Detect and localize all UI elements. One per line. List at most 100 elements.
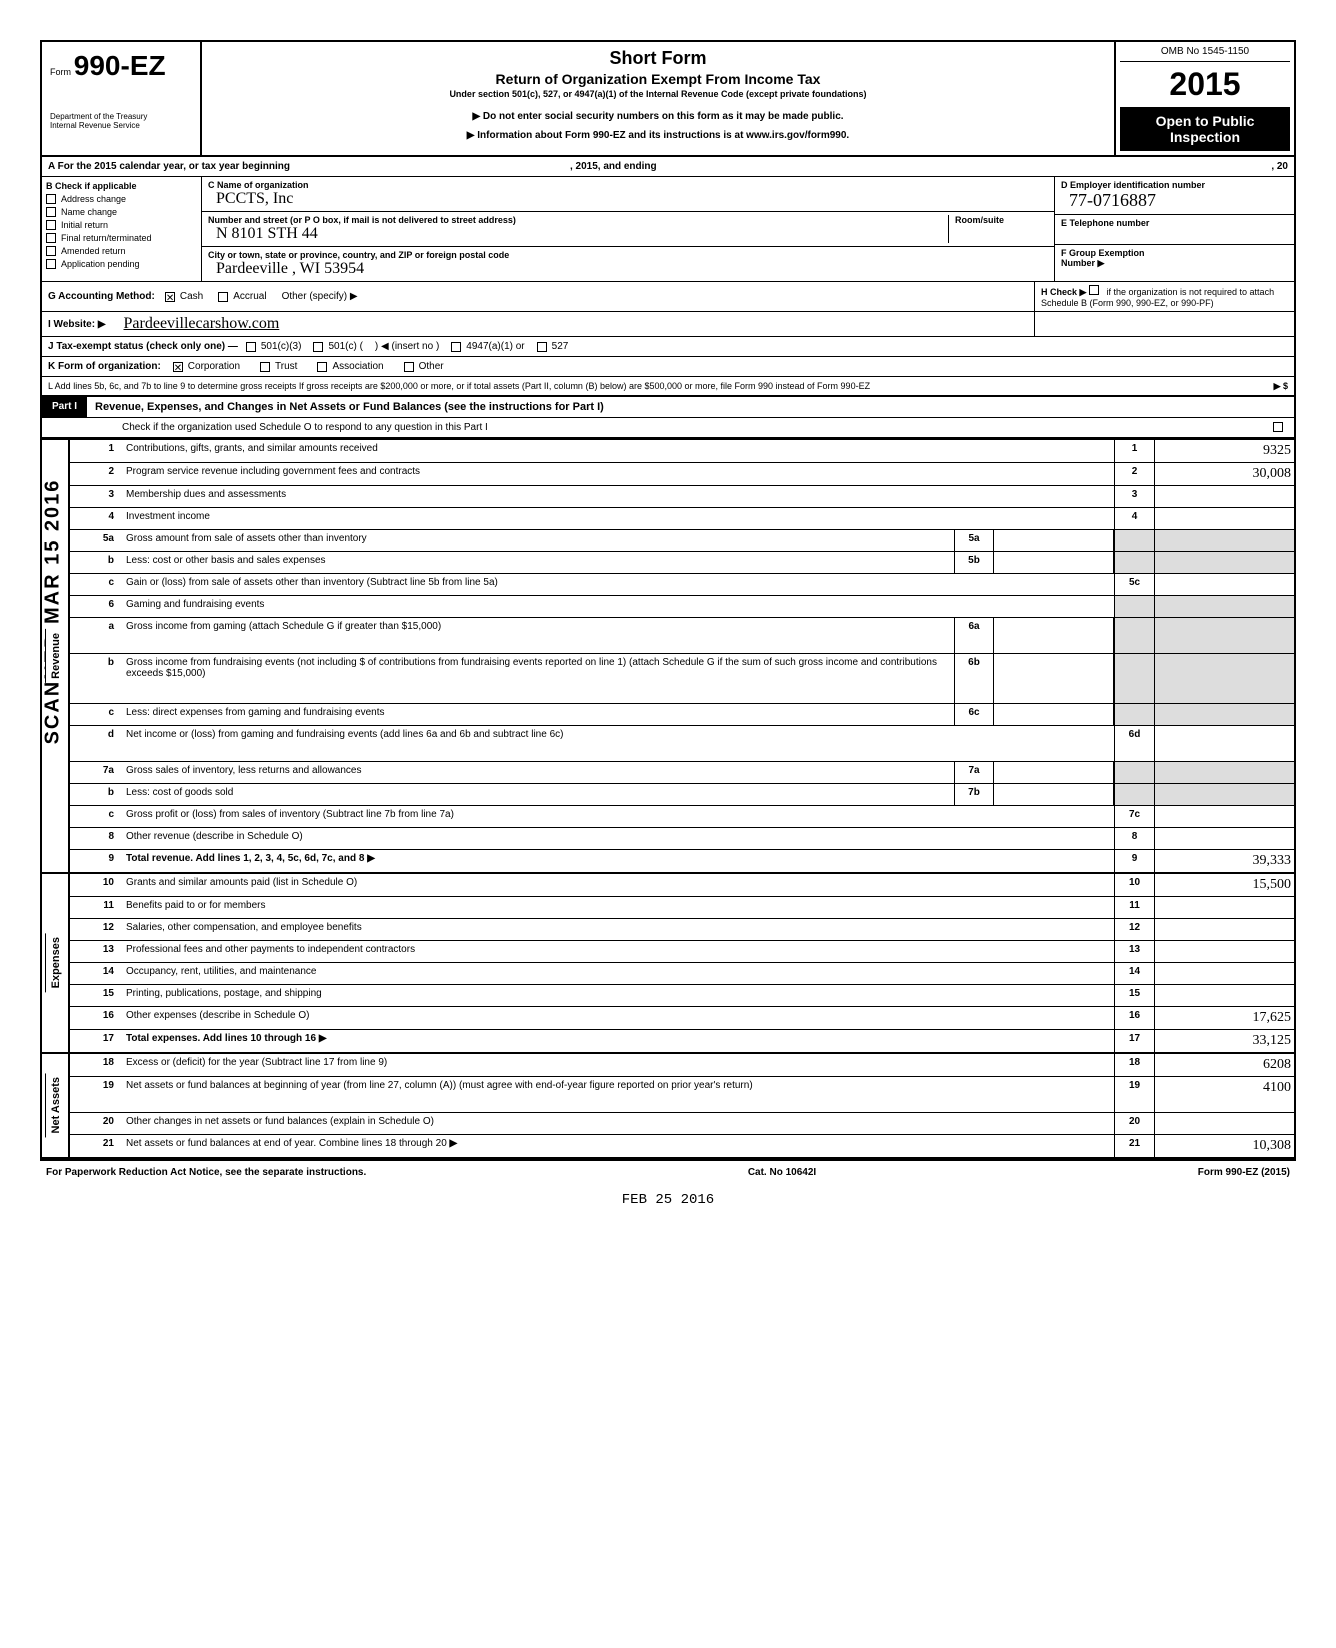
line-desc: Gain or (loss) from sale of assets other… xyxy=(120,574,1114,595)
g-label: G Accounting Method: xyxy=(48,291,155,302)
opt-501c3: 501(c)(3) xyxy=(261,341,302,352)
line-mval xyxy=(994,654,1114,703)
check-accrual[interactable] xyxy=(218,292,228,302)
check-corporation[interactable]: ✕ xyxy=(173,362,183,372)
line-desc: Gross income from gaming (attach Schedul… xyxy=(120,618,954,653)
row-a-end: , 20 xyxy=(1271,161,1288,172)
row-a-mid: , 2015, and ending xyxy=(570,161,657,172)
d-label: D Employer identification number xyxy=(1061,180,1288,190)
line-desc: Net assets or fund balances at end of ye… xyxy=(126,1138,447,1149)
h-text-cont xyxy=(1034,312,1294,336)
check-association[interactable] xyxy=(317,362,327,372)
check-cash[interactable]: ✕ xyxy=(165,292,175,302)
line-rnum: 13 xyxy=(1114,941,1154,962)
row-g: G Accounting Method: ✕ Cash Accrual Othe… xyxy=(42,282,1294,312)
line-desc: Other expenses (describe in Schedule O) xyxy=(120,1007,1114,1029)
line-desc: Gross sales of inventory, less returns a… xyxy=(120,762,954,783)
check-other[interactable] xyxy=(404,362,414,372)
shaded xyxy=(1154,654,1294,703)
row-l: L Add lines 5b, 6c, and 7b to line 9 to … xyxy=(42,377,1294,397)
header-row: Form 990-EZ Department of the Treasury I… xyxy=(42,42,1294,157)
line-val xyxy=(1154,486,1294,507)
line-rnum: 15 xyxy=(1114,985,1154,1006)
line-rnum: 17 xyxy=(1114,1030,1154,1052)
line-rnum: 19 xyxy=(1114,1077,1154,1112)
line-rnum: 16 xyxy=(1114,1007,1154,1029)
check-schedule-o-box[interactable] xyxy=(1273,422,1283,432)
line-rnum: 9 xyxy=(1114,850,1154,872)
group-exemption-field: F Group Exemption Number ▶ xyxy=(1055,245,1294,275)
line-mnum: 6c xyxy=(954,704,994,725)
line-val: 9325 xyxy=(1154,440,1294,462)
line-desc: Net assets or fund balances at beginning… xyxy=(120,1077,1114,1112)
line-val: 30,008 xyxy=(1154,463,1294,485)
line-num: 3 xyxy=(70,486,120,507)
i-label: I Website: ▶ xyxy=(48,319,106,330)
line-num: 7a xyxy=(70,762,120,783)
org-name-field: C Name of organization PCCTS, Inc xyxy=(202,177,1054,212)
line-num: 18 xyxy=(70,1054,120,1076)
check-address-change[interactable]: Address change xyxy=(46,194,197,204)
shaded xyxy=(1114,618,1154,653)
year-cell: OMB No 1545-1150 2015 Open to Public Ins… xyxy=(1114,42,1294,155)
netassets-vert: Net Assets xyxy=(42,1054,70,1157)
check-527[interactable] xyxy=(537,342,547,352)
line-val: 39,333 xyxy=(1154,850,1294,872)
shaded xyxy=(1114,552,1154,573)
line-num: 20 xyxy=(70,1113,120,1134)
ein-value: 77-0716887 xyxy=(1069,190,1156,210)
paperwork-notice: For Paperwork Reduction Act Notice, see … xyxy=(46,1167,366,1178)
opt-insert: ) ◀ (insert no ) xyxy=(375,341,439,352)
check-trust[interactable] xyxy=(260,362,270,372)
part1-badge: Part I xyxy=(42,397,87,417)
line-mnum: 5b xyxy=(954,552,994,573)
opt-corp: Corporation xyxy=(188,361,240,372)
b-header: B Check if applicable xyxy=(46,181,197,191)
line-rnum: 12 xyxy=(1114,919,1154,940)
line-val xyxy=(1154,806,1294,827)
check-schedule-b[interactable] xyxy=(1089,285,1099,295)
line-desc: Gross amount from sale of assets other t… xyxy=(120,530,954,551)
line-val xyxy=(1154,726,1294,761)
omb-number: OMB No 1545-1150 xyxy=(1120,46,1290,62)
check-amended-return[interactable]: Amended return xyxy=(46,246,197,256)
line-val xyxy=(1154,508,1294,529)
col-c: C Name of organization PCCTS, Inc Number… xyxy=(202,177,1054,281)
addr-value: N 8101 STH 44 xyxy=(216,225,318,242)
check-application-pending[interactable]: Application pending xyxy=(46,259,197,269)
line-desc: Investment income xyxy=(120,508,1114,529)
line-desc: Gross income from fundraising events (no… xyxy=(120,654,954,703)
line-val: 15,500 xyxy=(1154,874,1294,896)
netassets-label: Net Assets xyxy=(45,1073,66,1137)
check-final-return[interactable]: Final return/terminated xyxy=(46,233,197,243)
city-label: City or town, state or province, country… xyxy=(208,250,1048,260)
line-desc: Salaries, other compensation, and employ… xyxy=(120,919,1114,940)
check-initial-return[interactable]: Initial return xyxy=(46,220,197,230)
line-desc: Other revenue (describe in Schedule O) xyxy=(120,828,1114,849)
dept-label: Department of the Treasury xyxy=(50,112,192,121)
line-mnum: 5a xyxy=(954,530,994,551)
check-label: Address change xyxy=(61,194,126,204)
line-val xyxy=(1154,1113,1294,1134)
other-label: Other (specify) ▶ xyxy=(282,291,358,302)
line-rnum: 3 xyxy=(1114,486,1154,507)
website-value: Pardeevillecarshow.com xyxy=(124,315,280,333)
j-label: J Tax-exempt status (check only one) — xyxy=(48,341,238,352)
opt-other: Other xyxy=(419,361,444,372)
shaded xyxy=(1154,530,1294,551)
check-label: Name change xyxy=(61,207,117,217)
form-reference: Form 990-EZ (2015) xyxy=(1198,1167,1290,1178)
tax-year: 2015 xyxy=(1120,66,1290,103)
line-num: 1 xyxy=(70,440,120,462)
row-j: J Tax-exempt status (check only one) — 5… xyxy=(42,337,1294,357)
row-k: K Form of organization: ✕Corporation Tru… xyxy=(42,357,1294,377)
line-num: 21 xyxy=(70,1135,120,1157)
opt-501c: 501(c) ( xyxy=(328,341,362,352)
check-name-change[interactable]: Name change xyxy=(46,207,197,217)
check-4947[interactable] xyxy=(451,342,461,352)
line-rnum: 10 xyxy=(1114,874,1154,896)
addr-label: Number and street (or P O box, if mail i… xyxy=(208,215,948,225)
check-501c[interactable] xyxy=(313,342,323,352)
check-501c3[interactable] xyxy=(246,342,256,352)
revenue-label: Revenue xyxy=(45,629,66,683)
